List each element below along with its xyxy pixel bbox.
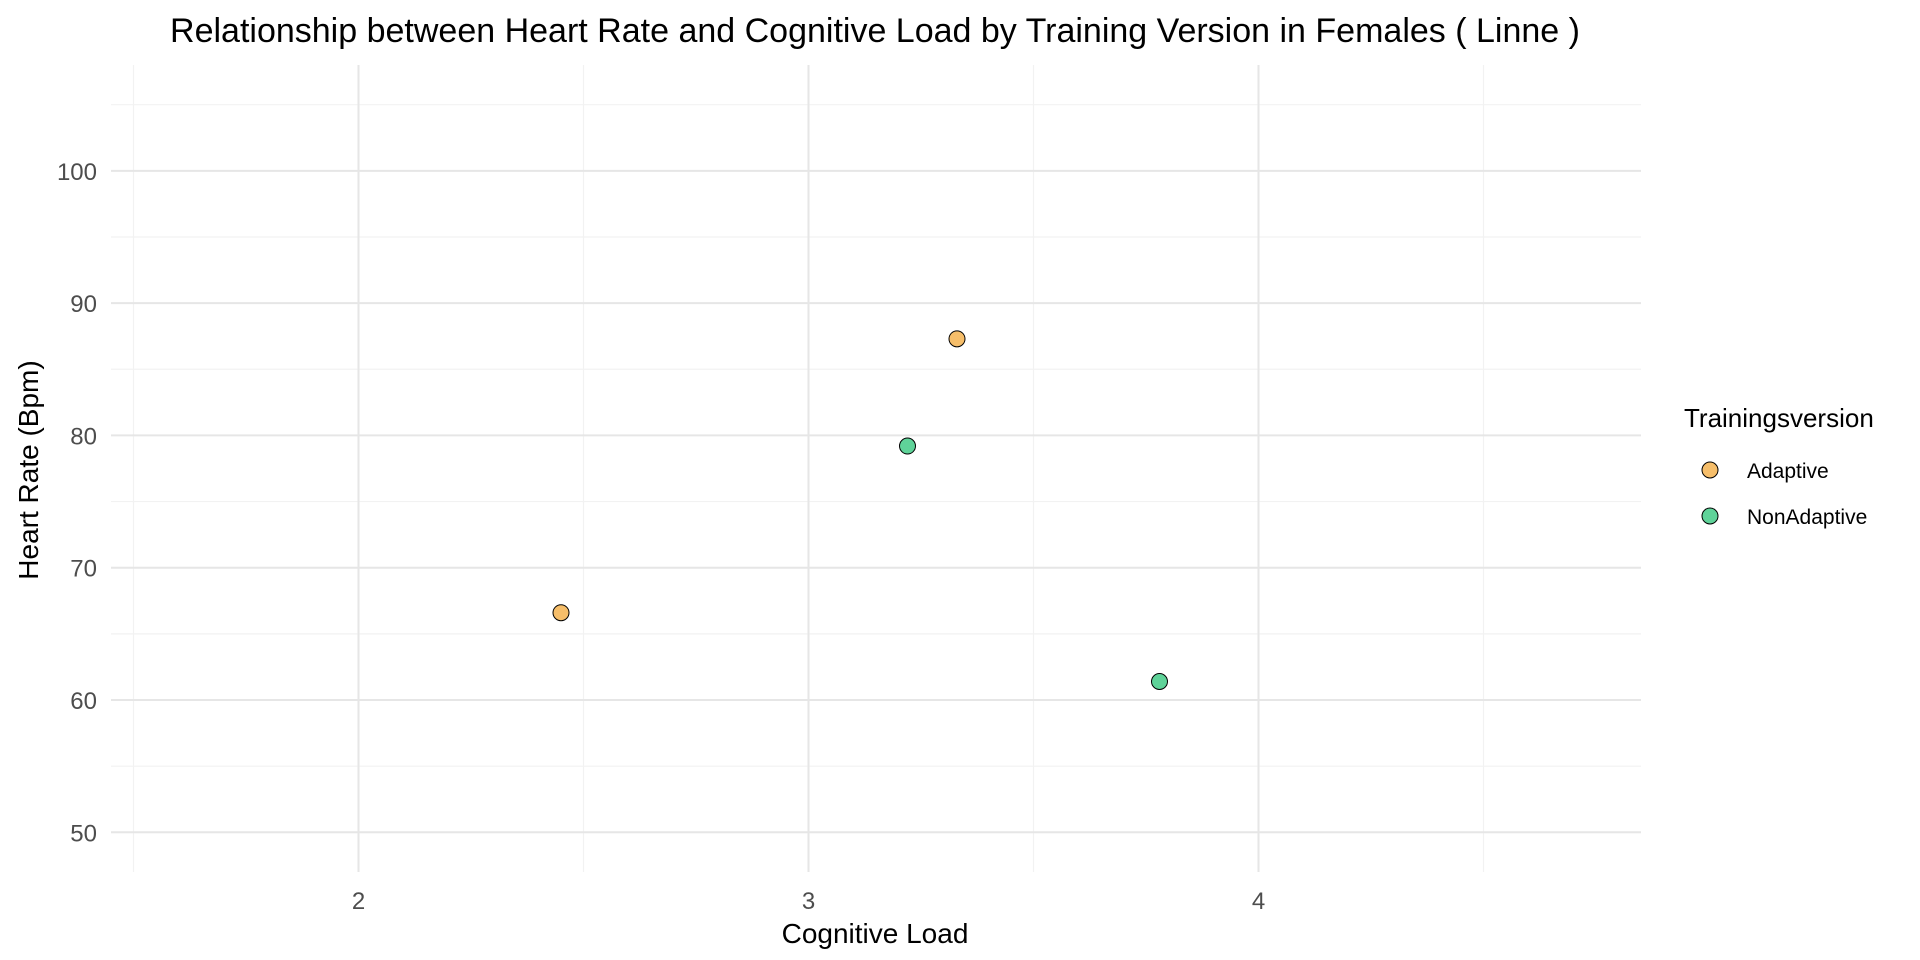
y-tick-label: 70	[70, 556, 97, 583]
data-point	[948, 330, 966, 348]
data-point	[899, 437, 916, 455]
y-tick-label: 90	[70, 291, 97, 318]
y-axis-title: Heart Rate (Bpm)	[13, 360, 44, 579]
y-axis-ticks: 50 60 70 80 90 100	[57, 159, 97, 847]
x-tick-label: 3	[802, 888, 815, 915]
legend-label: Adaptive	[1747, 460, 1829, 483]
legend-items: Adaptive NonAdaptive	[1701, 460, 1867, 529]
x-tick-label: 2	[352, 888, 365, 915]
legend: Trainingsversion Adaptive NonAdaptive	[1684, 403, 1874, 529]
data-point	[552, 604, 570, 622]
y-tick-label: 80	[70, 423, 97, 450]
x-tick-label: 4	[1252, 888, 1265, 915]
x-axis-title: Cognitive Load	[782, 918, 969, 949]
x-axis-ticks: 2 3 4	[352, 888, 1265, 915]
legend-key	[1701, 507, 1719, 525]
y-tick-label: 50	[70, 820, 97, 847]
legend-title: Trainingsversion	[1684, 403, 1874, 433]
y-tick-label: 100	[57, 159, 97, 186]
data-point	[1151, 672, 1168, 690]
data-points	[552, 330, 1168, 690]
minor-gridlines	[111, 65, 1641, 872]
legend-key	[1701, 461, 1719, 479]
y-tick-label: 60	[70, 688, 97, 715]
major-gridlines	[111, 65, 1641, 872]
legend-label: NonAdaptive	[1747, 506, 1867, 529]
chart-title: Relationship between Heart Rate and Cogn…	[170, 12, 1580, 50]
